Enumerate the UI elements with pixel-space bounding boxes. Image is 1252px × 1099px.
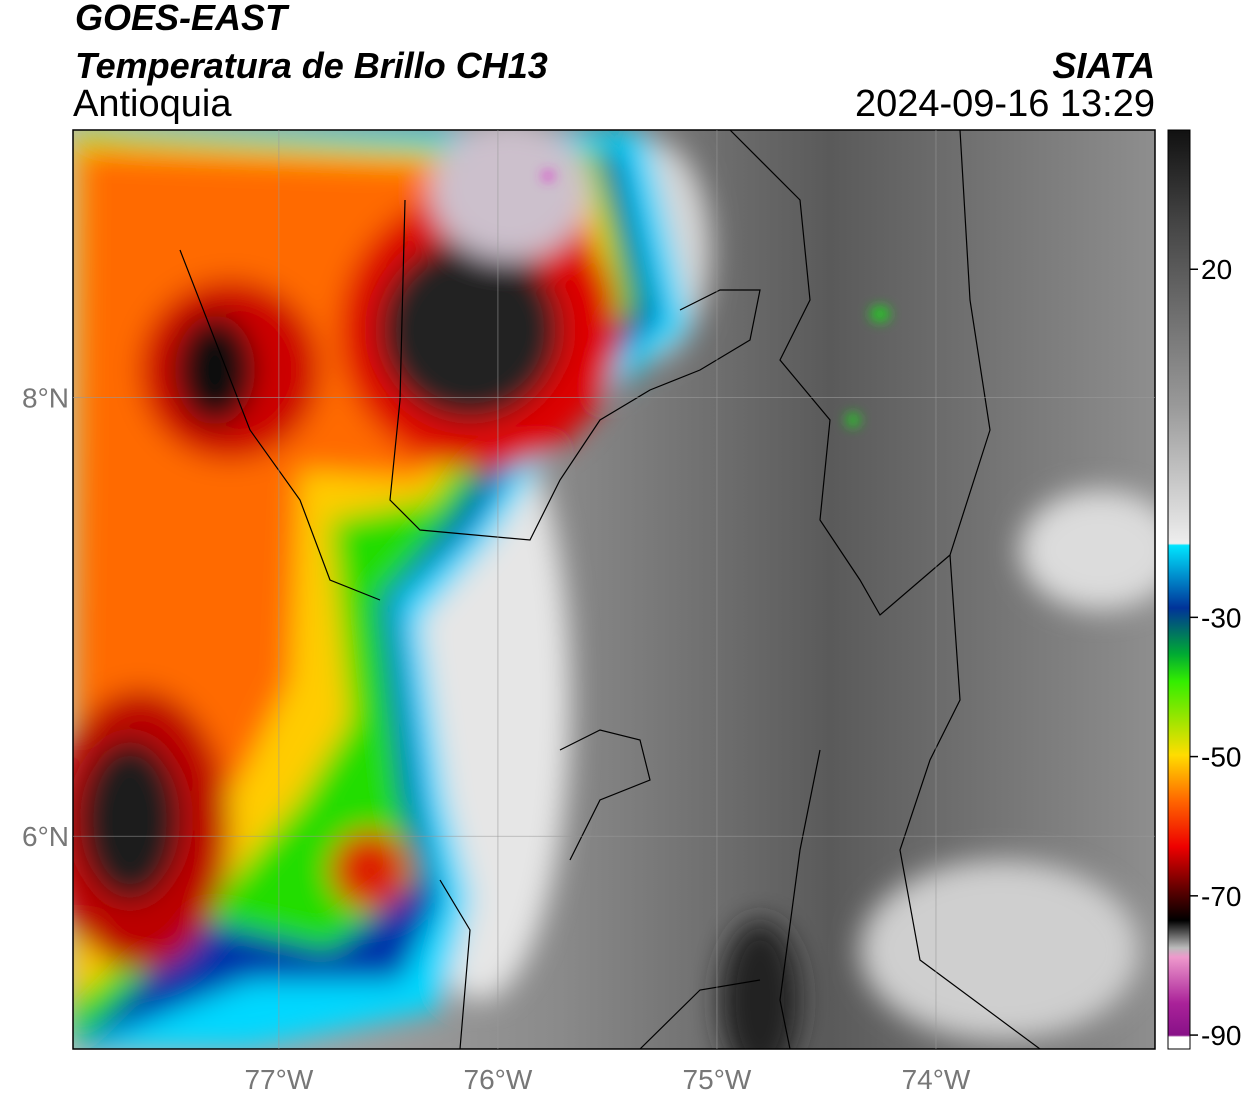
title: GOES-EAST	[75, 0, 290, 38]
satellite-imagery	[73, 130, 1155, 1049]
region: Antioquia	[73, 83, 232, 125]
subtitle: Temperatura de Brillo CH13	[75, 45, 548, 86]
y-tick-label: 8°N	[22, 383, 69, 414]
x-tick-label: 75°W	[683, 1064, 752, 1095]
colorbar-tick-label: -30	[1201, 602, 1241, 633]
colorbar-tick-label: -70	[1201, 881, 1241, 912]
y-tick-label: 6°N	[22, 821, 69, 852]
colorbar-tick-label: -50	[1201, 742, 1241, 773]
colorbar-tick-label: -90	[1201, 1020, 1241, 1051]
colorbar	[1167, 129, 1191, 1050]
map-frame	[72, 129, 1156, 1050]
colorbar-tick-label: 20	[1201, 254, 1232, 285]
x-tick-label: 77°W	[244, 1064, 313, 1095]
datetime: 2024-09-16 13:29	[855, 83, 1155, 125]
x-tick-label: 74°W	[902, 1064, 971, 1095]
borders	[179, 130, 1041, 1049]
source: SIATA	[1052, 45, 1155, 86]
x-tick-label: 76°W	[464, 1064, 533, 1095]
